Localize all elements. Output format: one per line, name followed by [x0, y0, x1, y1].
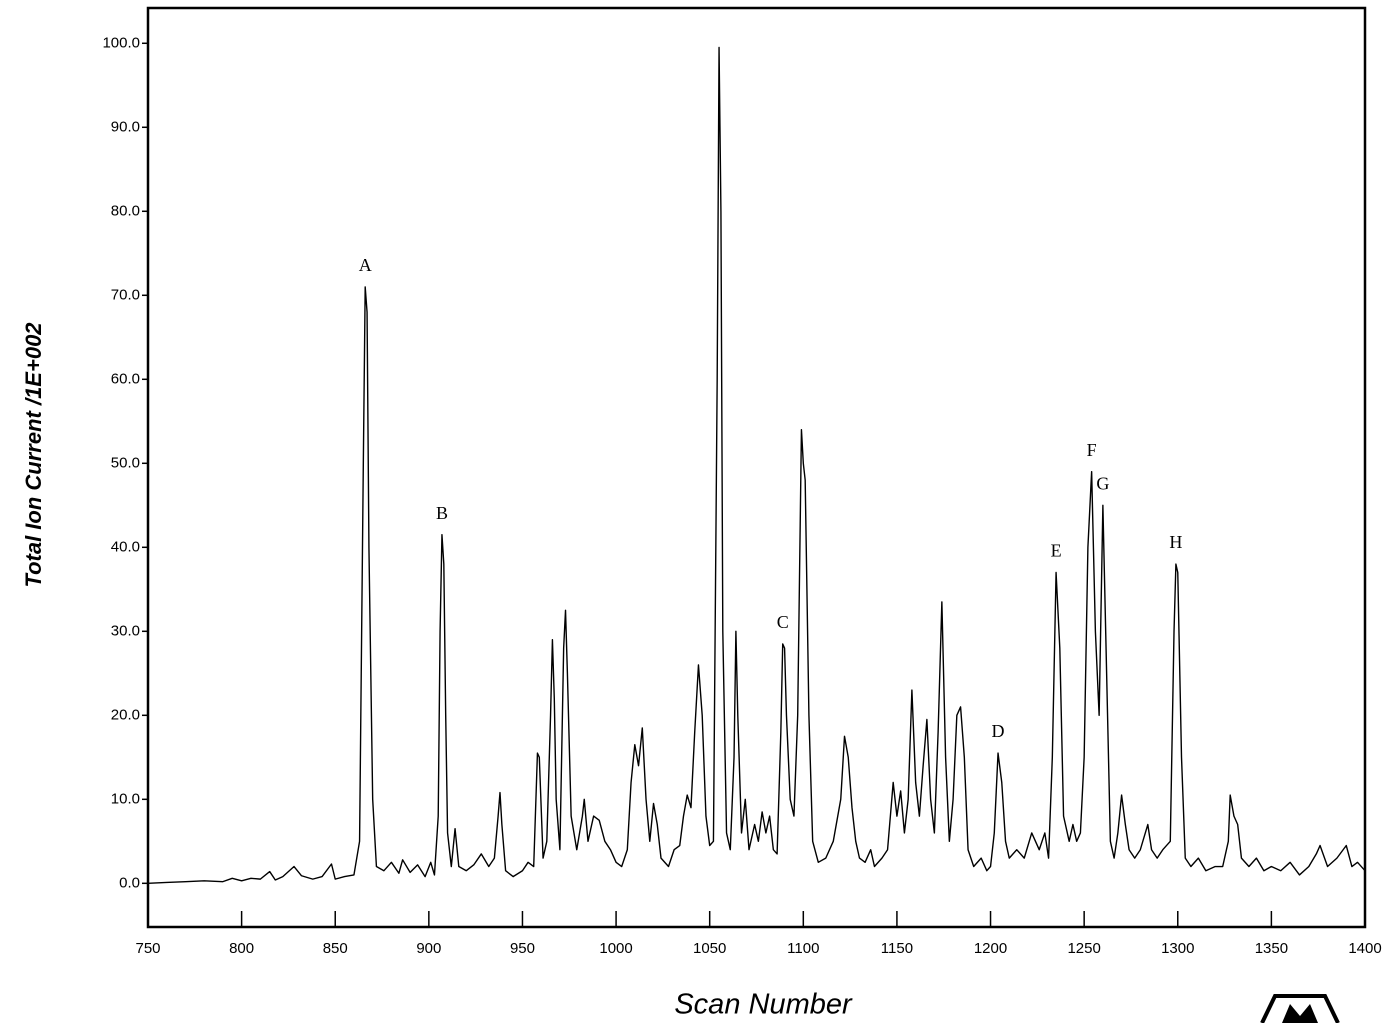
x-tick-label: 1150: [881, 940, 913, 957]
y-tick-label: 30.0: [111, 622, 140, 639]
y-axis-label: Total Ion Current /1E+002: [21, 322, 46, 588]
peak-label: D: [992, 721, 1005, 741]
x-tick-label: 850: [323, 940, 348, 957]
x-tick-label: 1400: [1348, 940, 1381, 957]
x-tick-label: 750: [135, 940, 160, 957]
peak-label: A: [359, 255, 372, 275]
peak-label: G: [1096, 473, 1109, 493]
y-tick-label: 70.0: [111, 286, 140, 303]
y-tick-label: 40.0: [111, 538, 140, 555]
logo: [1260, 994, 1340, 1023]
x-tick-label: 1000: [599, 940, 632, 957]
x-tick-label: 1200: [974, 940, 1007, 957]
y-tick-label: 60.0: [111, 370, 140, 387]
trace-line: [147, 46, 1366, 885]
x-tick-label: 950: [510, 940, 535, 957]
x-axis-label: Scan Number: [674, 989, 853, 1021]
x-tick-label: 1100: [787, 940, 819, 957]
x-tick-label: 1300: [1161, 940, 1194, 957]
y-tick-label: 10.0: [111, 790, 140, 807]
y-tick-label: 50.0: [111, 454, 140, 471]
y-tick-label: 0.0: [119, 874, 140, 891]
peak-label: F: [1087, 440, 1097, 460]
x-tick-label: 1350: [1255, 940, 1288, 957]
peak-label: E: [1051, 541, 1062, 561]
x-tick-label: 1050: [693, 940, 726, 957]
logo-shape: [1260, 994, 1340, 1023]
peak-label: C: [777, 612, 789, 632]
x-tick-label: 800: [229, 940, 254, 957]
peak-label: B: [436, 503, 448, 523]
y-tick-label: 100.0: [102, 34, 140, 51]
plot-frame: [146, 6, 1367, 929]
y-tick-label: 80.0: [111, 202, 140, 219]
x-tick-label: 900: [416, 940, 441, 957]
x-tick-label: 1250: [1067, 940, 1100, 957]
y-tick-label: 20.0: [111, 706, 140, 723]
peak-label: H: [1169, 532, 1182, 552]
y-tick-label: 90.0: [111, 118, 140, 135]
logo-mark: [1282, 1004, 1318, 1023]
